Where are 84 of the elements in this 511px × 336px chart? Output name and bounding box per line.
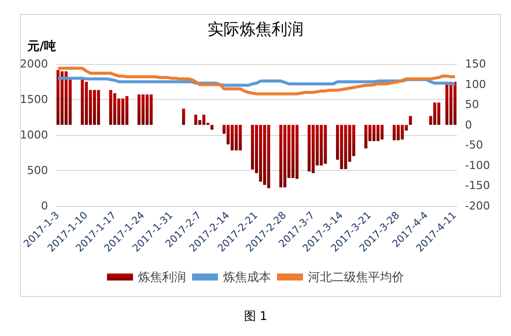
y-tick-label: 500 xyxy=(27,164,48,177)
bar xyxy=(316,124,319,166)
bar xyxy=(324,124,327,164)
bar xyxy=(336,124,340,160)
bar xyxy=(146,94,149,125)
y2-tick-label: 50 xyxy=(465,98,479,112)
bar xyxy=(308,124,311,172)
bar xyxy=(142,94,145,125)
bar xyxy=(449,82,452,125)
bar xyxy=(437,102,440,125)
bar xyxy=(138,94,141,125)
bar xyxy=(56,70,60,125)
bar xyxy=(250,124,254,170)
bar xyxy=(320,124,323,166)
y-tick-label: 0 xyxy=(41,200,48,212)
bar xyxy=(445,82,448,125)
bar xyxy=(348,124,352,162)
bar xyxy=(182,108,186,125)
bar xyxy=(372,124,376,142)
bar xyxy=(380,124,384,140)
bar xyxy=(376,124,380,142)
bar xyxy=(400,124,404,140)
bar xyxy=(255,124,258,174)
bar xyxy=(368,124,372,142)
bar xyxy=(230,124,234,150)
y2-tick-label: -200 xyxy=(465,200,490,212)
bar xyxy=(283,124,286,188)
y2-tick-label: 100 xyxy=(465,78,486,91)
bar xyxy=(60,71,64,125)
y-tick-label: 1000 xyxy=(20,128,48,142)
bar xyxy=(429,116,432,125)
bar xyxy=(88,90,92,125)
chart-title: 实际炼焦利润 xyxy=(208,20,304,38)
bar xyxy=(222,124,226,134)
bar xyxy=(344,124,348,170)
bar xyxy=(267,124,270,188)
bar xyxy=(198,120,202,125)
bar xyxy=(291,124,294,178)
bar xyxy=(97,90,100,125)
y2-tick-label: 0 xyxy=(465,118,472,132)
bar xyxy=(113,93,116,125)
bar xyxy=(210,124,214,130)
bar xyxy=(226,124,230,144)
legend-label: 炼焦成本 xyxy=(223,270,271,284)
y2-tick-label: -100 xyxy=(465,158,490,172)
bar xyxy=(287,124,290,178)
bar xyxy=(125,96,128,125)
y2-tick-label: -50 xyxy=(465,138,483,152)
legend-label: 炼焦利润 xyxy=(138,270,186,284)
bar xyxy=(408,116,412,125)
bar xyxy=(92,90,96,125)
legend-label: 河北二级焦平均价 xyxy=(308,270,404,284)
bar xyxy=(194,114,198,125)
bar xyxy=(234,124,238,150)
y-tick-label: 1500 xyxy=(20,93,48,106)
y2-tick-label: 150 xyxy=(465,58,486,70)
bar xyxy=(68,78,72,125)
bar xyxy=(121,98,124,125)
bar xyxy=(279,124,282,188)
bar xyxy=(433,102,436,125)
bar xyxy=(259,124,262,182)
bar xyxy=(453,82,456,125)
bar xyxy=(80,79,84,125)
bar xyxy=(202,114,206,125)
bar xyxy=(109,90,112,125)
bar xyxy=(340,124,344,170)
bar xyxy=(84,82,88,125)
bar xyxy=(64,71,68,125)
bar xyxy=(352,124,356,156)
bar xyxy=(312,124,315,174)
y-axis-title: 元/吨 xyxy=(26,39,56,53)
bar xyxy=(296,124,299,179)
caption: 图 1 xyxy=(244,309,268,323)
y2-tick-label: -150 xyxy=(465,179,490,192)
bar xyxy=(117,98,120,125)
bar xyxy=(392,124,396,140)
y-tick-label: 2000 xyxy=(20,58,48,70)
line-series xyxy=(56,66,456,96)
bar xyxy=(404,124,408,131)
bar xyxy=(150,94,153,125)
bar xyxy=(396,124,400,140)
bar xyxy=(238,124,242,150)
bar xyxy=(263,124,266,185)
bar xyxy=(364,124,368,148)
